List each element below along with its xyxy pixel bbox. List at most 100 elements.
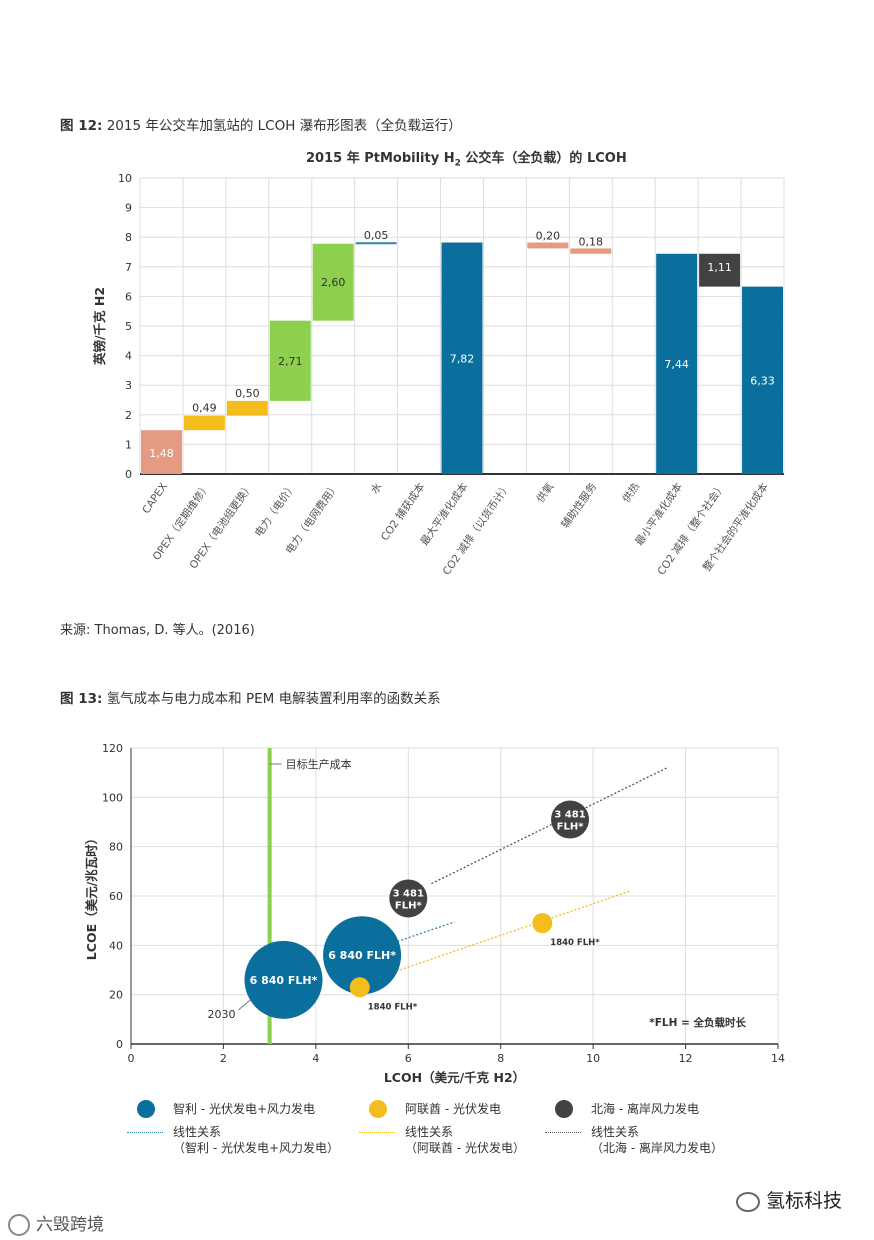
bar-value-label: 0,49 [192, 402, 217, 415]
trendline-uae [384, 890, 631, 976]
figure13-label: 图 13: [60, 691, 103, 707]
legend-marker-chile [137, 1100, 155, 1118]
bubble-label: 1840 FLH* [550, 938, 600, 948]
x-tick-label: 14 [771, 1052, 785, 1065]
year-label: 2030 [208, 1008, 236, 1021]
y-tick-label: 8 [125, 231, 132, 244]
legend-marker-uae [369, 1100, 387, 1118]
x-tick-label: 供热 [619, 480, 642, 505]
y-axis-label: LCOE（美元/兆瓦时） [84, 832, 99, 960]
bubble-label: 3 481 [554, 810, 585, 821]
y-tick-label: 3 [125, 379, 132, 392]
target-cost-label: 目标生产成本 [286, 757, 352, 771]
watermark-left: 六毁跨境 [8, 1210, 104, 1236]
y-tick-label: 4 [125, 350, 132, 363]
bubble-chart: 0 20 40 60 80 100 120 0 2 4 6 8 10 12 14 LCOH（美元/千克 H2）… [84, 742, 785, 1085]
y-tick-label: 10 [118, 172, 132, 185]
x-tick-label: 水 [369, 480, 385, 496]
bar-value-label: 7,44 [664, 358, 689, 371]
bubble-chart-legend: 智利 - 光伏发电+风力发电 线性关系 （智利 - 光伏发电+风力发电） 阿联酋… [127, 1098, 874, 1168]
x-tick-label: 8 [497, 1052, 504, 1065]
bubble-uae [349, 977, 370, 998]
bubble-chile [323, 916, 402, 995]
y-tick-label: 80 [109, 841, 123, 854]
x-tick-label: 12 [679, 1052, 693, 1065]
watermark-right: 氢标科技 [736, 1186, 842, 1213]
waterfall-bar [742, 286, 783, 474]
figure13-caption: 图 13: 氢气成本与电力成本和 PEM 电解装置利用率的函数关系 [60, 687, 441, 707]
waterfall-bar [527, 242, 569, 249]
bar-value-label: 2,71 [278, 355, 303, 368]
y-tick-label: 100 [102, 791, 123, 804]
y-tick-label: 1 [125, 438, 132, 451]
x-tick-label: 电力（电价） [252, 480, 299, 539]
wechat-icon [736, 1192, 760, 1212]
waterfall-bar [312, 243, 354, 321]
y-tick-label: 7 [125, 261, 132, 274]
waterfall-bar [656, 253, 698, 474]
year-leader-line [238, 999, 251, 1011]
figure12-caption: 图 12: 2015 年公交车加氢站的 LCOH 瀑布形图表（全负载运行） [60, 114, 462, 134]
waterfall-chart: 0 1 2 3 4 5 6 7 8 9 10 英镑/千克 H2 1,48 0,49 0,50 2,71 2,60… [92, 172, 785, 578]
trendline-northsea [431, 767, 668, 885]
waterfall-bar [441, 242, 483, 474]
legend-line-chile [127, 1132, 163, 1133]
watermark-logo-icon [8, 1214, 30, 1236]
waterfall-bar [183, 415, 225, 431]
x-tick-label: 6 [405, 1052, 412, 1065]
waterfall-chart-title: 2015 年 PtMobility H2 公交车（全负载）的 LCOH [306, 151, 627, 169]
legend-marker-northsea [555, 1100, 573, 1118]
y-tick-label: 0 [125, 468, 132, 481]
bubble-label: FLH* [557, 822, 585, 833]
waterfall-bar [226, 400, 268, 416]
y-tick-label: 2 [125, 409, 132, 422]
bar-value-label: 0,05 [364, 229, 389, 242]
bubble-label: 6 840 FLH* [250, 974, 318, 987]
legend-label-uae: 阿联酋 - 光伏发电 [405, 1102, 501, 1116]
x-tick-label: 供氧 [534, 480, 557, 505]
legend-label-northsea: 北海 - 离岸风力发电 [591, 1102, 699, 1116]
y-tick-label: 60 [109, 890, 123, 903]
bar-value-label: 0,18 [579, 235, 604, 248]
y-tick-label: 9 [125, 202, 132, 215]
legend-label-chile: 智利 - 光伏发电+风力发电 [173, 1102, 316, 1116]
x-tick-label: 10 [586, 1052, 600, 1065]
x-tick-label: 辅助性服务 [558, 480, 599, 531]
y-tick-label: 40 [109, 939, 123, 952]
figure13-caption-text: 氢气成本与电力成本和 PEM 电解装置利用率的函数关系 [106, 691, 441, 707]
y-tick-label: 120 [102, 742, 123, 755]
waterfall-bar [699, 253, 741, 287]
figure12-source: 来源: Thomas, D. 等人。(2016) [60, 623, 255, 638]
bubble-label: 3 481 [393, 888, 424, 899]
x-tick-label: CAPEX [140, 481, 170, 516]
bubble-label: 1840 FLH* [368, 1002, 418, 1012]
bar-value-label: 1,48 [149, 447, 174, 460]
bar-value-label: 1,11 [707, 261, 732, 274]
waterfall-bar [570, 248, 612, 254]
bubble-uae [532, 913, 553, 934]
trendline-chile [389, 921, 455, 945]
bar-value-label: 2,60 [321, 276, 346, 289]
y-tick-label: 20 [109, 989, 123, 1002]
waterfall-bar [355, 242, 397, 245]
waterfall-bar [141, 430, 182, 474]
flh-note: *FLH = 全负载时长 [649, 1016, 746, 1029]
bubble-chile [244, 940, 323, 1019]
y-tick-label: 0 [116, 1038, 123, 1051]
legend-line-northsea [545, 1132, 581, 1133]
bar-value-label: 6,33 [750, 374, 775, 387]
x-tick-label: 4 [312, 1052, 319, 1065]
legend-line-uae [359, 1132, 395, 1133]
figure12-caption-text: 2015 年公交车加氢站的 LCOH 瀑布形图表（全负载运行） [106, 118, 462, 134]
y-axis-label: 英镑/千克 H2 [92, 287, 107, 365]
waterfall-bar [269, 320, 311, 401]
x-tick-label: 2 [220, 1052, 227, 1065]
bubble-label: 6 840 FLH* [328, 949, 396, 962]
y-tick-label: 5 [125, 320, 132, 333]
bar-value-label: 0,50 [235, 387, 260, 400]
x-tick-label: CO2 捕获成本 [378, 480, 428, 543]
figure12-label: 图 12: [60, 118, 103, 134]
bar-value-label: 7,82 [450, 352, 475, 365]
bubble-label: FLH* [395, 900, 423, 911]
x-axis-label: LCOH（美元/千克 H2） [384, 1070, 525, 1085]
